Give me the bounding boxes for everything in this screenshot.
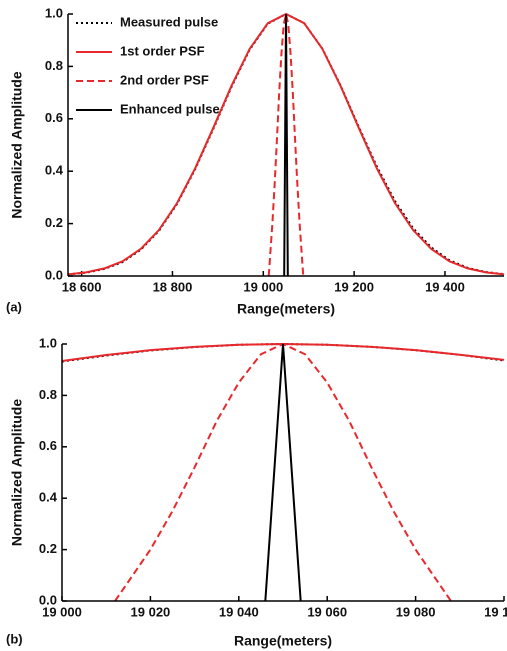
y-tick-label: 0.6 bbox=[45, 110, 63, 125]
legend-label: 1st order PSF bbox=[120, 43, 205, 58]
y-tick-label: 1.0 bbox=[45, 5, 63, 20]
series-line bbox=[114, 342, 452, 602]
y-tick-label: 0.4 bbox=[45, 163, 64, 178]
y-tick-label: 0.0 bbox=[45, 267, 63, 282]
y-tick-label: 1.0 bbox=[39, 335, 57, 350]
panel-label: (b) bbox=[6, 631, 23, 646]
panel-label: (a) bbox=[6, 299, 22, 314]
x-tick-label: 19 400 bbox=[425, 279, 465, 294]
legend-label: Enhanced pulse bbox=[120, 101, 220, 116]
y-tick-label: 0.0 bbox=[39, 592, 57, 607]
x-tick-label: 19 000 bbox=[243, 279, 283, 294]
y-axis-label: Normalized Amplitude bbox=[9, 399, 25, 546]
series-line bbox=[264, 343, 302, 602]
x-tick-label: 19 080 bbox=[396, 604, 436, 619]
x-axis-label: Range(meters) bbox=[237, 301, 335, 317]
x-tick-label: 19 060 bbox=[307, 604, 347, 619]
y-tick-label: 0.4 bbox=[39, 490, 58, 505]
series-line bbox=[283, 13, 289, 277]
y-tick-label: 0.8 bbox=[39, 387, 57, 402]
x-tick-label: 18 600 bbox=[62, 279, 102, 294]
x-axis-label: Range(meters) bbox=[234, 633, 332, 649]
y-axis-label: Normalized Amplitude bbox=[9, 71, 25, 218]
x-tick-label: 19 200 bbox=[334, 279, 374, 294]
y-tick-label: 0.2 bbox=[45, 215, 63, 230]
series-line bbox=[267, 13, 305, 277]
x-tick-label: 19 020 bbox=[131, 604, 171, 619]
y-tick-label: 0.6 bbox=[39, 438, 57, 453]
x-tick-label: 19 100 bbox=[484, 604, 507, 619]
x-tick-label: 19 000 bbox=[42, 604, 82, 619]
legend-label: Measured pulse bbox=[120, 14, 218, 29]
x-tick-label: 18 800 bbox=[153, 279, 193, 294]
y-tick-label: 0.2 bbox=[39, 541, 57, 556]
legend-label: 2nd order PSF bbox=[120, 72, 209, 87]
y-tick-label: 0.8 bbox=[45, 58, 63, 73]
x-tick-label: 19 040 bbox=[219, 604, 259, 619]
